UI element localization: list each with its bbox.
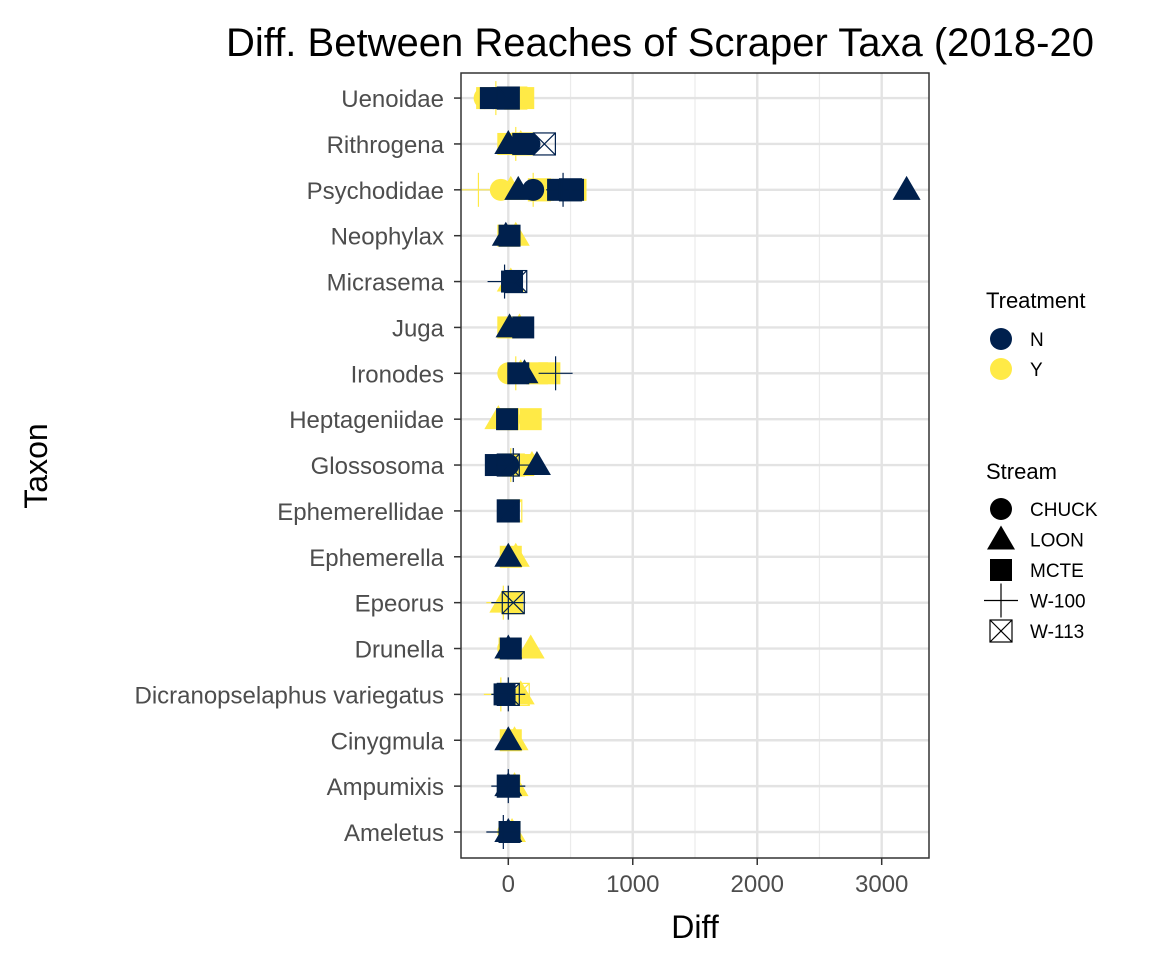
data-point bbox=[461, 172, 496, 207]
data-point bbox=[507, 362, 530, 385]
data-point bbox=[496, 774, 520, 798]
legend-title: Treatment bbox=[986, 288, 1085, 313]
data-point bbox=[496, 453, 520, 477]
box-outline bbox=[496, 499, 520, 523]
data-point bbox=[538, 356, 573, 391]
data-point bbox=[486, 815, 521, 849]
legend-treatment: Treatment NY bbox=[986, 288, 1085, 381]
y-tick-label: Cinygmula bbox=[331, 728, 445, 755]
y-axis: Ameletus Ampumixis Cinygmula Dicranopselaph… bbox=[134, 86, 461, 847]
data-point bbox=[892, 175, 921, 200]
data-point bbox=[482, 87, 505, 110]
data-point bbox=[532, 132, 556, 156]
box-diag-2 bbox=[496, 86, 520, 110]
y-tick-label: Dicranopselaphus variegatus bbox=[134, 682, 444, 709]
legend-key-stream bbox=[987, 525, 1015, 550]
legend-label: MCTE bbox=[1030, 561, 1084, 582]
y-tick-label: Drunella bbox=[355, 637, 445, 664]
box-outline bbox=[989, 619, 1013, 643]
data-point bbox=[501, 591, 525, 615]
box-diag-2 bbox=[496, 453, 520, 477]
y-tick-label: Juga bbox=[392, 315, 445, 342]
data-point bbox=[496, 408, 519, 431]
data-point bbox=[496, 499, 520, 523]
data-point bbox=[496, 682, 520, 706]
y-tick-label: Rithrogena bbox=[327, 132, 445, 159]
legend-key-stream bbox=[990, 559, 1012, 581]
data-point bbox=[496, 86, 520, 110]
box-outline bbox=[496, 682, 520, 706]
box-outline bbox=[558, 178, 583, 202]
data-points bbox=[461, 81, 921, 849]
y-tick-label: Micrasema bbox=[327, 270, 445, 297]
box-outline bbox=[504, 269, 528, 294]
box-diag-2 bbox=[559, 178, 582, 202]
plot-panel bbox=[460, 72, 930, 859]
y-tick-label: Ameletus bbox=[344, 820, 444, 847]
box-diag-2 bbox=[496, 499, 520, 523]
y-axis-title: Taxon bbox=[18, 423, 54, 508]
legend-key-treatment bbox=[990, 328, 1012, 350]
legend-stream: Stream CHUCK LOON MCTE W-100 W-113 bbox=[984, 459, 1098, 643]
y-tick-label: Psychodidae bbox=[307, 178, 444, 205]
box-diag-2 bbox=[532, 132, 556, 156]
legend-key-treatment bbox=[990, 358, 1012, 380]
y-tick-label: Ampumixis bbox=[327, 774, 444, 801]
data-point bbox=[519, 408, 542, 431]
y-tick-label: Ephemerellidae bbox=[277, 499, 444, 526]
legend-key-stream bbox=[989, 619, 1013, 643]
y-tick-label: Uenoidae bbox=[341, 86, 444, 113]
legend-label: Y bbox=[1030, 360, 1043, 381]
legend-key-stream bbox=[984, 583, 1018, 618]
chart-title: Diff. Between Reaches of Scraper Taxa (2… bbox=[226, 21, 1094, 65]
y-tick-label: Epeorus bbox=[355, 591, 444, 618]
legend-label: LOON bbox=[1030, 531, 1084, 552]
legend-label: N bbox=[1030, 330, 1044, 351]
y-tick-label: Ephemerella bbox=[309, 545, 444, 572]
x-tick-label: 1000 bbox=[606, 871, 659, 898]
box-outline bbox=[501, 591, 525, 615]
box-outline bbox=[496, 86, 520, 110]
legend-label: W-113 bbox=[1030, 622, 1084, 643]
x-tick-label: 3000 bbox=[855, 871, 908, 898]
data-point bbox=[558, 178, 583, 202]
data-point bbox=[498, 224, 521, 247]
y-tick-label: Neophylax bbox=[331, 224, 444, 251]
legend-key-stream bbox=[990, 498, 1012, 520]
data-point bbox=[522, 178, 545, 201]
y-tick-label: Heptageniidae bbox=[289, 407, 444, 434]
data-point bbox=[518, 132, 541, 155]
y-tick-label: Ironodes bbox=[351, 361, 444, 388]
legend-label: CHUCK bbox=[1030, 500, 1098, 521]
data-point bbox=[499, 637, 522, 660]
x-axis: 0 1000 2000 3000 bbox=[502, 858, 908, 898]
box-diag-2 bbox=[501, 591, 525, 615]
box-diag-2 bbox=[496, 682, 520, 706]
x-tick-label: 0 bbox=[502, 871, 515, 898]
data-point bbox=[494, 726, 523, 751]
data-point bbox=[494, 542, 523, 567]
box-outline bbox=[496, 774, 520, 798]
data-point bbox=[522, 451, 551, 476]
box-diag-2 bbox=[504, 270, 528, 293]
box-outline bbox=[496, 453, 520, 477]
legend-label: W-100 bbox=[1030, 592, 1086, 613]
x-tick-label: 2000 bbox=[731, 871, 784, 898]
x-axis-title: Diff bbox=[671, 909, 719, 945]
box-outline bbox=[532, 132, 556, 156]
box-diag-2 bbox=[496, 774, 520, 798]
data-point bbox=[516, 634, 545, 659]
data-point bbox=[512, 316, 535, 339]
legend-title: Stream bbox=[986, 459, 1057, 484]
box-diag-2 bbox=[989, 619, 1013, 643]
data-point bbox=[504, 269, 528, 294]
y-tick-label: Glossosoma bbox=[311, 453, 445, 480]
